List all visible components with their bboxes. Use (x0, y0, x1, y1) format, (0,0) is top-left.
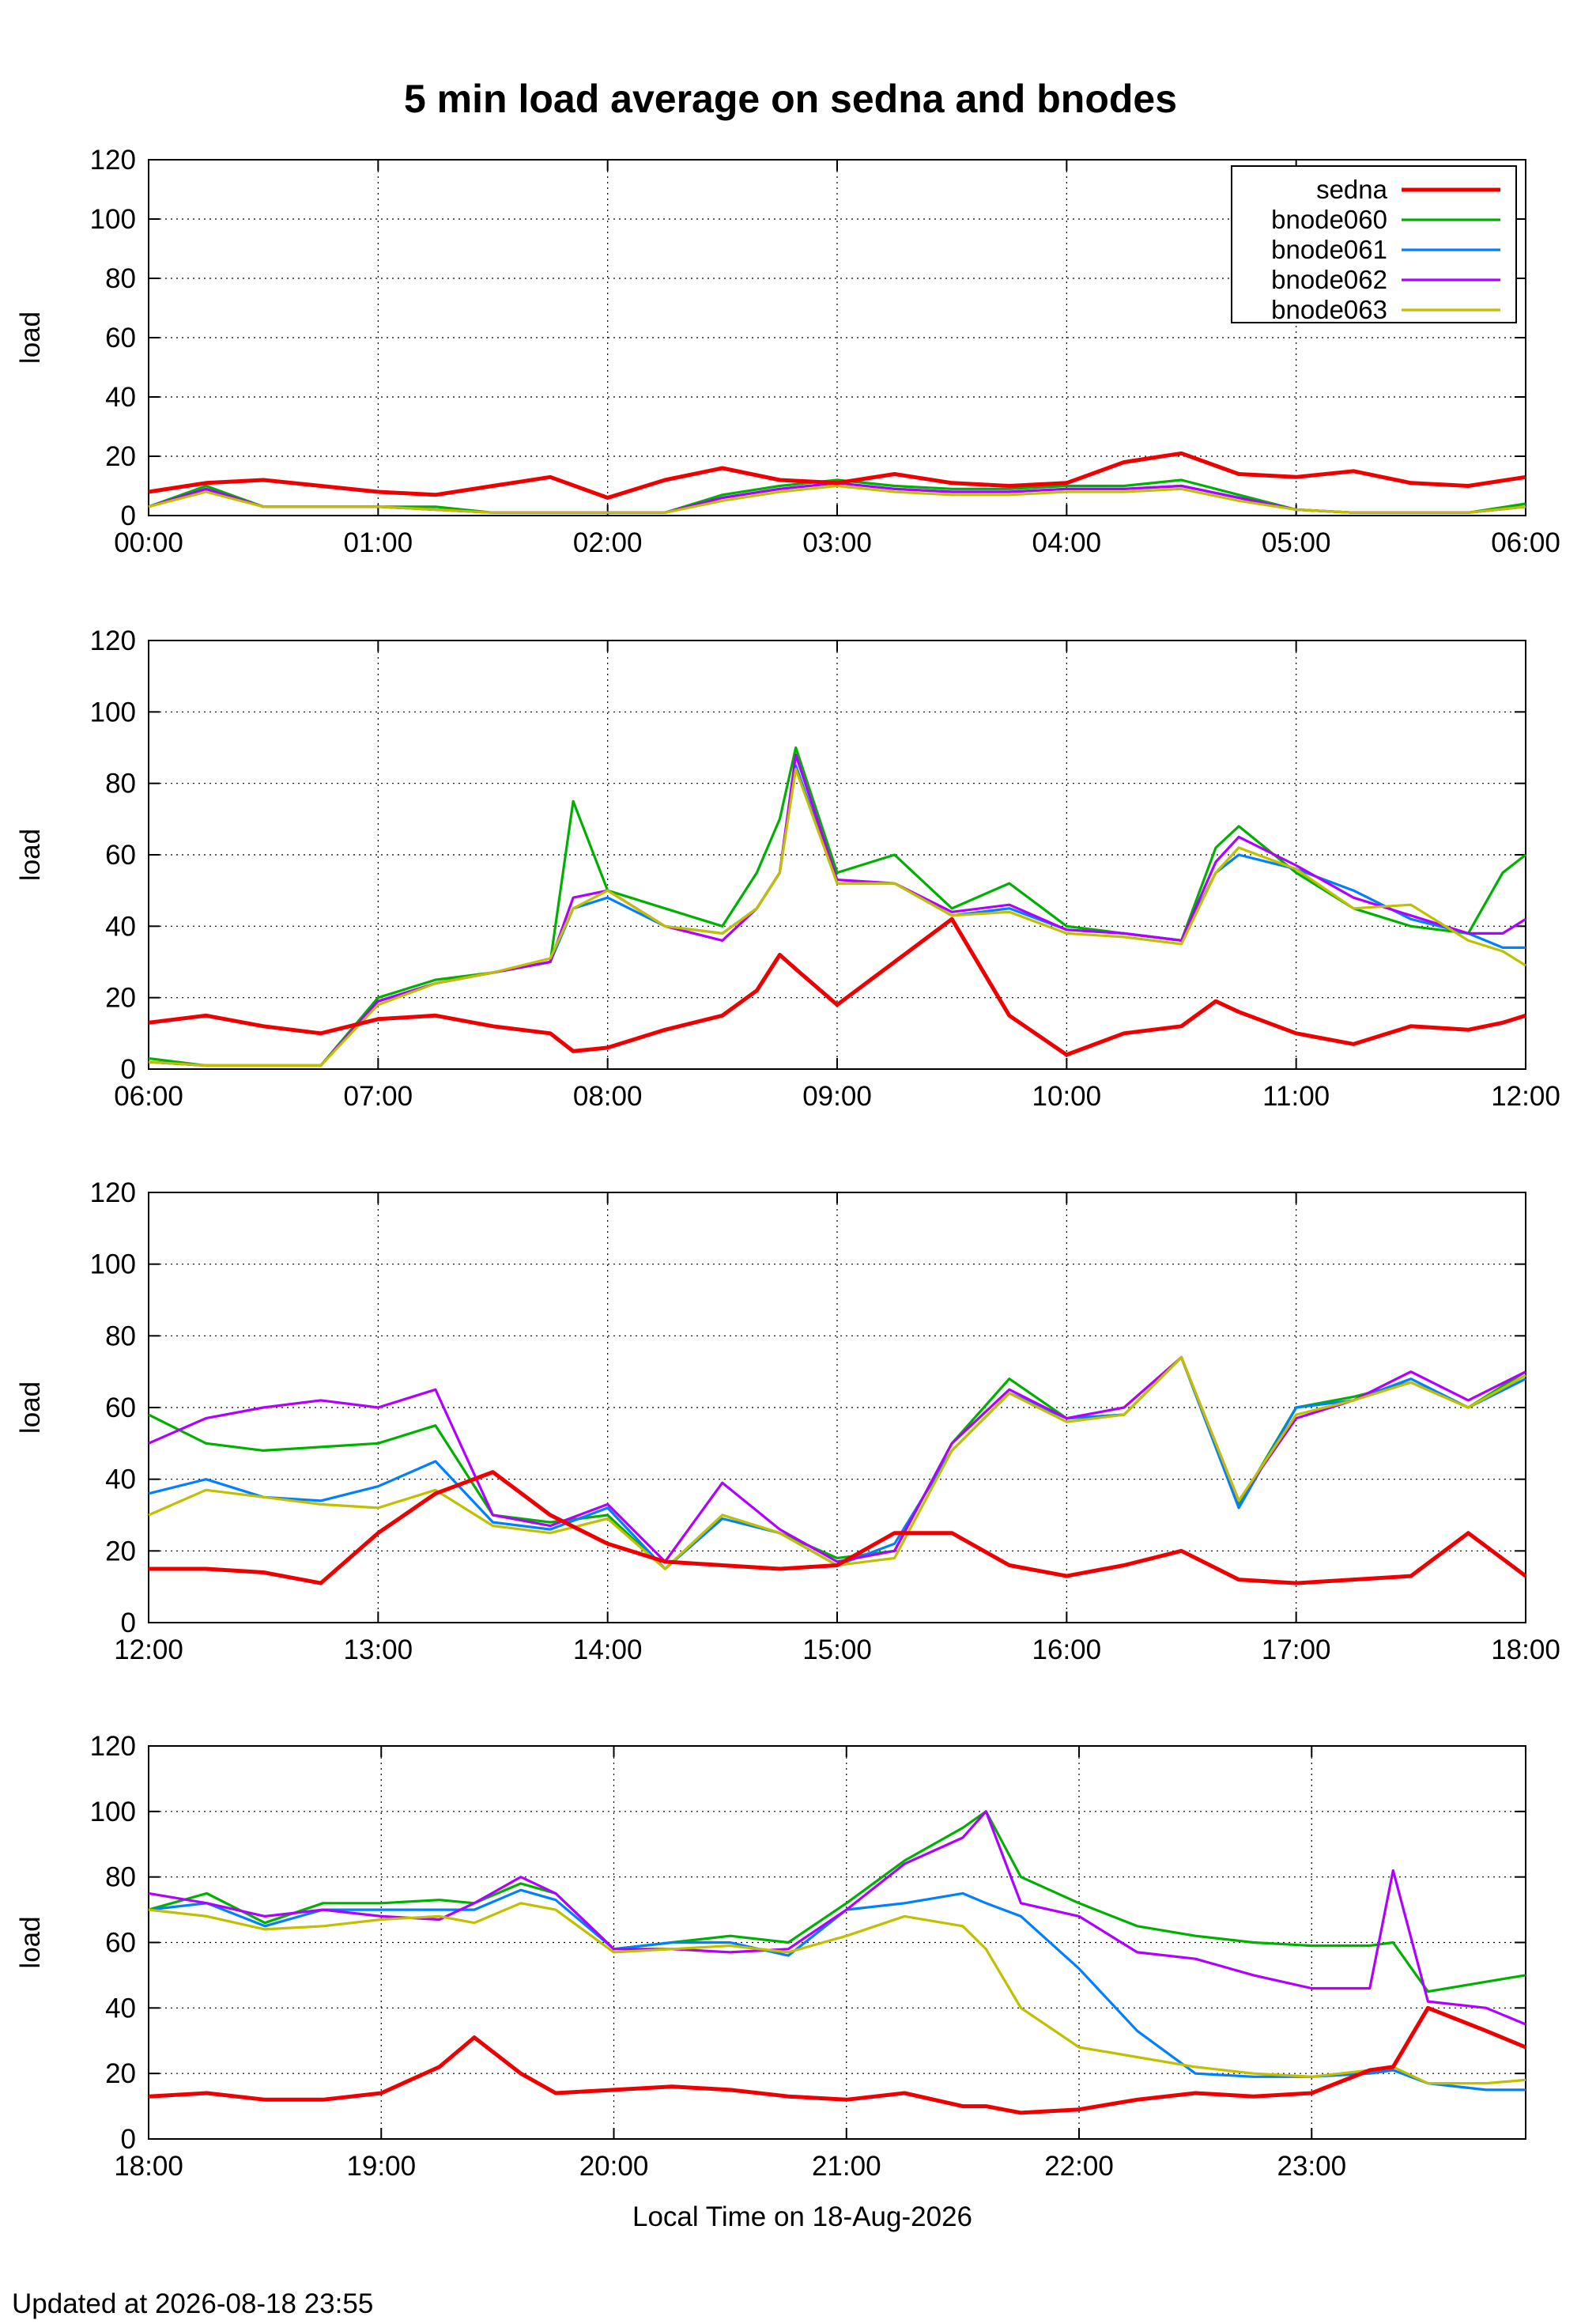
series-line-bnode061 (148, 764, 1526, 1068)
chart-title: 5 min load average on sedna and bnodes (404, 77, 1177, 121)
panel-2: 0 20 40 60 80 100 120 06:00 07:00 08:00 09:00 10:00… (15, 625, 1560, 1112)
y-tick-label: 100 (90, 1249, 136, 1280)
x-tick-label: 16:00 (1032, 1634, 1102, 1665)
series-line-bnode063 (148, 1902, 1526, 2085)
y-tick-label: 60 (105, 323, 136, 353)
y-tick-label: 40 (105, 1464, 136, 1495)
series-line-bnode063 (148, 767, 1526, 1068)
y-tick-label: 120 (90, 625, 136, 656)
series-line-bnode062 (148, 1355, 1526, 1563)
x-tick-label: 14:00 (573, 1634, 643, 1665)
x-tick-label: 07:00 (344, 1081, 413, 1112)
series-line-bnode060 (148, 1810, 1526, 1993)
x-tick-label: 02:00 (573, 527, 643, 558)
y-tick-label: 60 (105, 840, 136, 871)
y-tick-label: 0 (121, 2124, 136, 2155)
x-tick-label: 00:00 (114, 527, 183, 558)
legend-box (1231, 165, 1517, 323)
y-tick-label: 80 (105, 1321, 136, 1351)
plot-frame (148, 1192, 1526, 1623)
y-tick-label: 120 (90, 145, 136, 176)
y-tick-label: 100 (90, 697, 136, 727)
x-tick-label: 10:00 (1032, 1081, 1102, 1112)
y-tick-label: 60 (105, 1928, 136, 1959)
y-tick-label: 80 (105, 769, 136, 799)
plot-frame (148, 1745, 1526, 2140)
y-tick-label: 20 (105, 983, 136, 1014)
plot-frame (148, 159, 1526, 516)
y-axis-label: load (15, 1916, 46, 1968)
series-line-sedna (148, 451, 1526, 500)
y-axis-label: load (15, 829, 46, 881)
x-tick-label: 06:00 (114, 1081, 183, 1112)
x-tick-label: 04:00 (1032, 527, 1102, 558)
y-tick-label: 0 (121, 1608, 136, 1638)
x-tick-label: 21:00 (812, 2151, 881, 2182)
x-tick-label: 03:00 (802, 527, 872, 558)
x-tick-label: 15:00 (802, 1634, 872, 1665)
legend-label-bnode061: bnode061 (1271, 235, 1387, 264)
x-tick-label: 12:00 (114, 1634, 183, 1665)
chart-panels: 0 20 40 60 80 100 120 00:00 01:00 02:00 03:00 04:00… (15, 145, 1560, 2182)
series-line-sedna (149, 1470, 1527, 1585)
x-tick-label: 18:00 (1491, 1634, 1560, 1665)
y-tick-label: 100 (90, 204, 136, 235)
y-tick-label: 80 (105, 1862, 136, 1893)
y-tick-label: 40 (105, 382, 136, 413)
series-line-bnode063 (148, 484, 1526, 514)
y-tick-label: 100 (90, 1797, 136, 1827)
series-line-bnode060 (148, 746, 1526, 1068)
x-tick-label: 17:00 (1262, 1634, 1331, 1665)
legend-label-sedna: sedna (1316, 175, 1388, 204)
series-line-sedna (148, 916, 1526, 1057)
x-tick-label: 22:00 (1044, 2151, 1114, 2182)
y-tick-label: 20 (105, 441, 136, 472)
y-tick-label: 0 (121, 501, 136, 531)
x-tick-label: 08:00 (573, 1081, 643, 1112)
x-tick-label: 11:00 (1262, 1081, 1330, 1112)
x-tick-label: 09:00 (802, 1081, 872, 1112)
y-tick-label: 0 (121, 1054, 136, 1085)
y-tick-label: 80 (105, 263, 136, 294)
x-tick-label: 12:00 (1491, 1081, 1560, 1112)
series-line-sedna (148, 2005, 1526, 2115)
legend-label-bnode063: bnode063 (1271, 295, 1387, 324)
x-tick-label: 23:00 (1277, 2151, 1346, 2182)
y-tick-label: 40 (105, 911, 136, 942)
y-tick-label: 20 (105, 1536, 136, 1566)
y-tick-label: 40 (105, 1993, 136, 2024)
y-axis-label: load (15, 312, 46, 364)
y-tick-label: 20 (105, 2058, 136, 2089)
x-tick-label: 20:00 (579, 2151, 649, 2182)
y-tick-label: 60 (105, 1393, 136, 1423)
x-tick-label: 18:00 (114, 2151, 183, 2182)
y-tick-label: 120 (90, 1731, 136, 1762)
y-tick-label: 120 (90, 1177, 136, 1208)
x-tick-label: 05:00 (1262, 527, 1331, 558)
panel-1: 0 20 40 60 80 100 120 00:00 01:00 02:00 03:00 04:00… (15, 145, 1560, 558)
panel-4: 0 20 40 60 80 100 120 18:00 19:00 20:00 21:00 22:00… (15, 1731, 1526, 2182)
x-tick-label: 19:00 (346, 2151, 416, 2182)
legend-label-bnode062: bnode062 (1271, 265, 1387, 294)
legend-label-bnode060: bnode060 (1271, 205, 1387, 234)
x-tick-label: 06:00 (1491, 527, 1560, 558)
panel-3: 0 20 40 60 80 100 120 12:00 13:00 14:00 15:00 16:00… (15, 1177, 1560, 1665)
y-axis-label: load (15, 1381, 46, 1434)
updated-timestamp: Updated at 2026-08-18 23:55 (12, 2288, 373, 2319)
x-axis-label: Local Time on 18-Aug-2026 (632, 2201, 972, 2232)
x-tick-label: 01:00 (344, 527, 413, 558)
x-tick-label: 13:00 (344, 1634, 413, 1665)
series-line-bnode061 (148, 1888, 1526, 2092)
